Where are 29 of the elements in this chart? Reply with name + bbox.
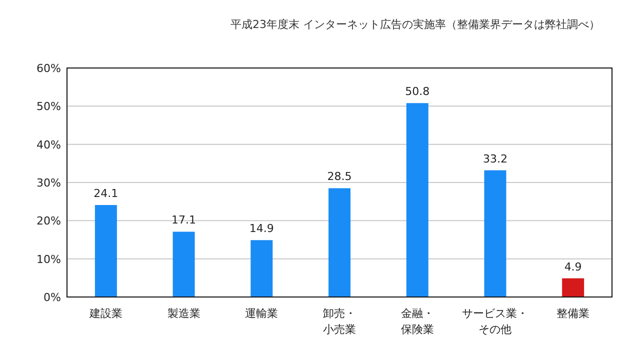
x-tick-label: 卸売・小売業 [323,307,356,336]
y-tick-label: 40% [36,138,61,152]
bar [172,232,195,297]
x-tick-label: 整備業 [556,307,590,320]
y-tick-label: 30% [36,176,61,190]
bar [94,205,117,297]
data-label: 50.8 [405,85,430,98]
bar [484,170,506,297]
data-label: 24.1 [94,187,118,200]
y-tick-label: 0% [44,291,61,304]
bar [328,188,350,297]
x-tick-label: 金融・保険業 [400,307,434,336]
x-tick-label: 運輸業 [245,307,278,320]
bar [406,103,428,297]
data-label: 17.1 [172,214,196,227]
x-tick-label: サービス業・その他 [462,307,528,336]
data-label: 28.5 [327,170,352,184]
x-tick-label: 製造業 [167,307,200,320]
y-tick-label: 50% [36,100,61,114]
data-label: 4.9 [564,260,582,274]
y-tick-label: 20% [36,214,61,228]
bar [562,278,584,297]
y-tick-label: 10% [36,252,61,266]
chart-title: 平成23年度末 インターネット広告の実施率（整備業界データは弊社調べ） [230,18,600,31]
bar [250,240,273,297]
data-label: 14.9 [249,222,274,236]
y-tick-label: 60% [36,62,61,75]
data-label: 33.2 [482,152,508,166]
x-tick-label: 建設業 [88,307,122,320]
